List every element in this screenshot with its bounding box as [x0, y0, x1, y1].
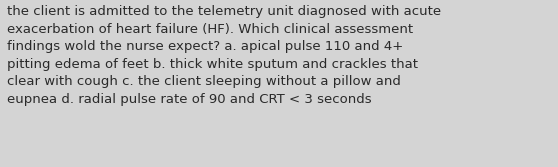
Text: the client is admitted to the telemetry unit diagnosed with acute
exacerbation o: the client is admitted to the telemetry … [7, 5, 441, 106]
